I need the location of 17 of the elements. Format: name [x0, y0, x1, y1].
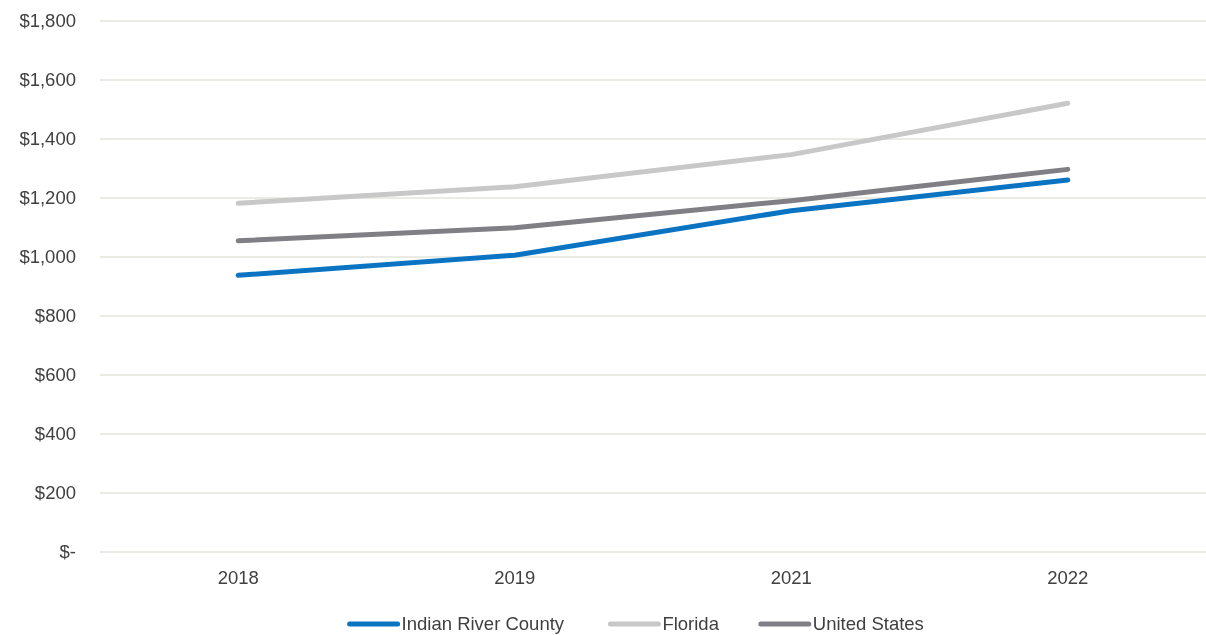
x-tick-label: 2022 — [1047, 567, 1089, 589]
y-tick-label: $200 — [34, 482, 76, 504]
y-tick-label: $1,200 — [19, 187, 76, 209]
y-tick-label: $- — [59, 541, 76, 563]
y-tick-label: $800 — [34, 305, 76, 327]
legend-label: United States — [812, 613, 924, 635]
x-tick-label: 2021 — [770, 567, 812, 589]
y-tick-label: $1,000 — [19, 246, 76, 268]
x-tick-label: 2018 — [217, 567, 259, 589]
y-tick-label: $400 — [34, 423, 76, 445]
y-tick-label: $600 — [34, 364, 76, 386]
x-tick-label: 2019 — [494, 567, 536, 589]
y-tick-label: $1,400 — [19, 128, 76, 150]
legend-label: Florida — [662, 613, 720, 635]
y-tick-label: $1,600 — [19, 69, 76, 91]
y-tick-label: $1,800 — [19, 10, 76, 32]
legend-label: Indian River County — [401, 613, 565, 635]
